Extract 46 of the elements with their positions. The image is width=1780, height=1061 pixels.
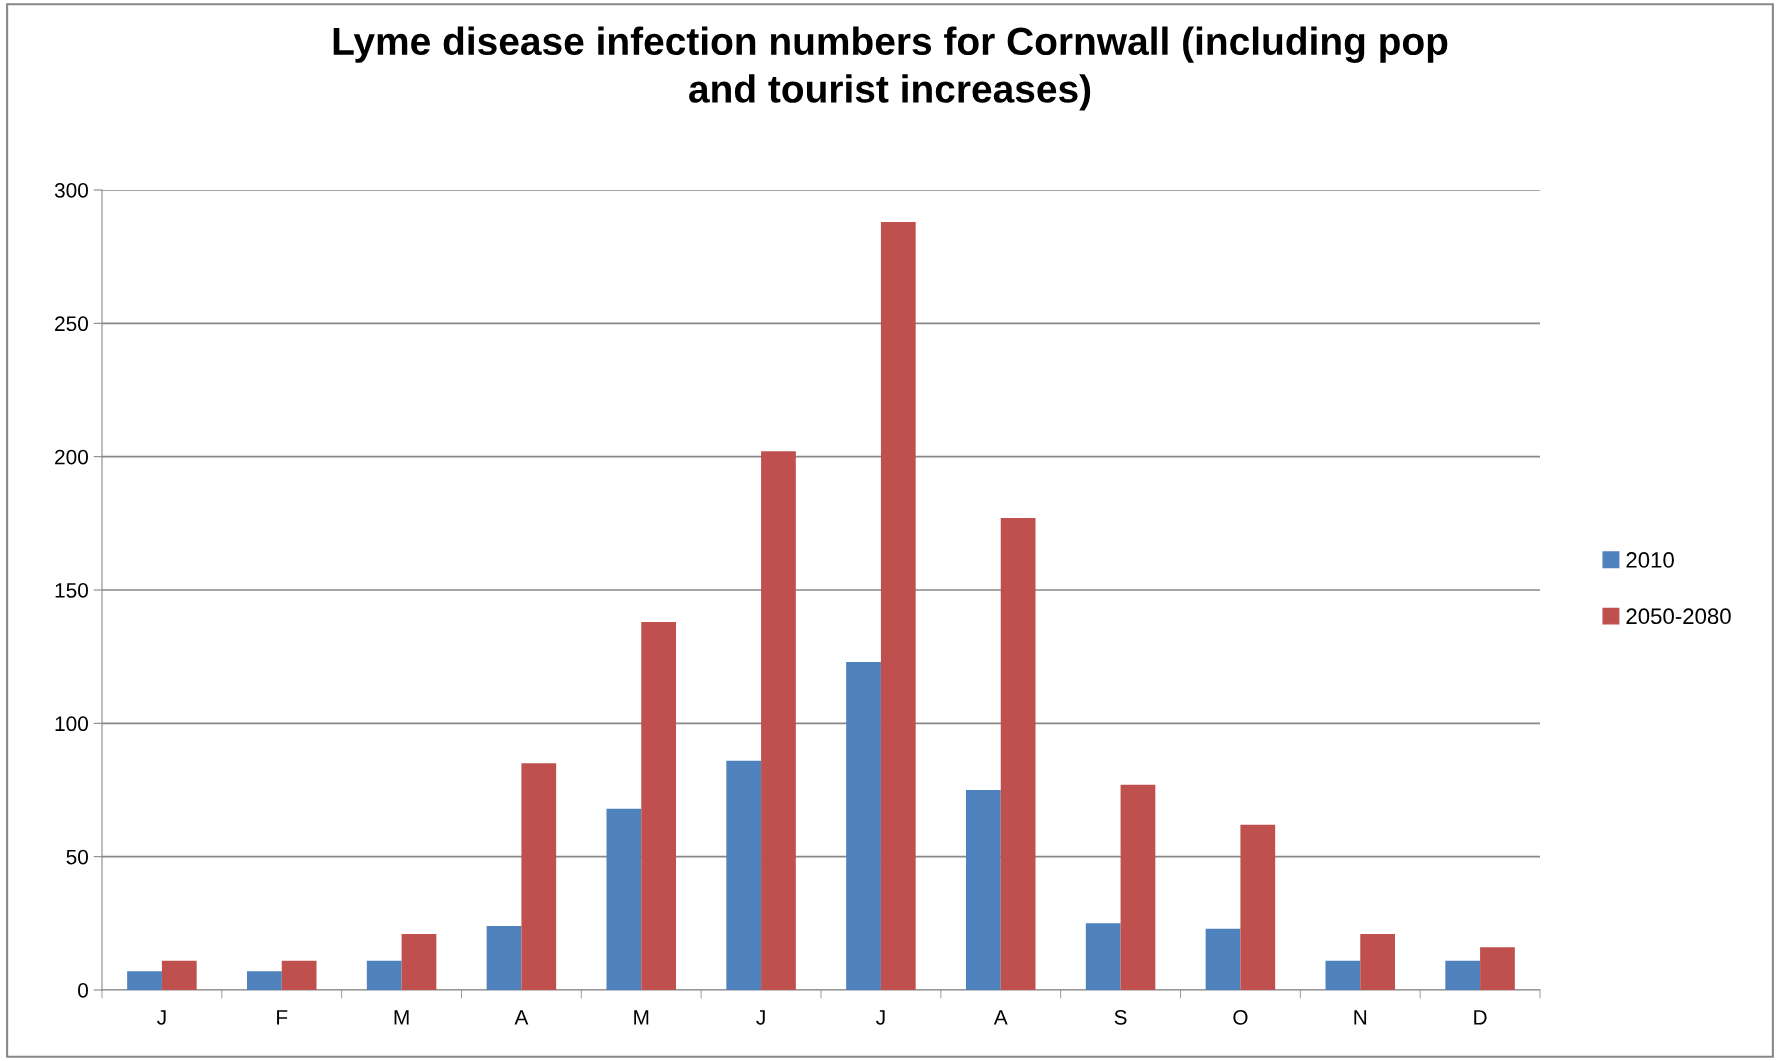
bar — [366, 960, 402, 990]
y-tick-label: 300 — [54, 183, 88, 198]
bar — [127, 971, 162, 990]
y-tick-label: 0 — [78, 983, 88, 998]
y-tick-label: 100 — [55, 716, 88, 732]
bar — [1240, 824, 1276, 990]
bar — [1000, 518, 1036, 990]
legend-label: 2010 — [1626, 552, 1674, 568]
bar — [1480, 947, 1515, 990]
bar — [606, 808, 642, 990]
y-tick-label: 150 — [55, 583, 88, 598]
x-tick-label: N — [1354, 1010, 1367, 1025]
bar — [1445, 960, 1481, 990]
y-tick-label: 50 — [66, 849, 88, 865]
bar — [1360, 934, 1395, 990]
chart-title: Lyme disease infection numbers for Cornwall (including pop and tourist increases) — [333, 26, 1448, 111]
bar — [761, 451, 796, 990]
bar — [726, 760, 762, 990]
bar — [1205, 928, 1241, 990]
legend-label: 2050-2080 — [1626, 608, 1731, 625]
bar — [161, 960, 197, 990]
bar — [1120, 784, 1156, 990]
bar — [1325, 960, 1361, 990]
x-tick-label: M — [394, 1010, 409, 1025]
bar — [247, 971, 282, 990]
x-tick-label: F — [277, 1010, 288, 1025]
x-tick-label: M — [634, 1010, 649, 1025]
bar — [281, 960, 317, 990]
x-tick-label: D — [1474, 1010, 1487, 1025]
bar — [486, 926, 522, 990]
x-tick-label: S — [1114, 1009, 1127, 1025]
bar — [966, 790, 1001, 990]
bar — [846, 662, 881, 990]
bar — [1085, 923, 1121, 990]
x-tick-label: A — [993, 1010, 1008, 1025]
bar — [401, 934, 437, 990]
x-tick-label: J — [756, 1010, 765, 1025]
x-tick-label: J — [876, 1010, 885, 1025]
y-tick-label: 200 — [55, 449, 88, 465]
x-tick-label: O — [1233, 1009, 1248, 1025]
bar — [641, 622, 676, 990]
x-tick-label: J — [157, 1010, 166, 1025]
y-tick-label: 250 — [55, 316, 88, 332]
bar — [880, 222, 916, 990]
bar — [521, 763, 557, 990]
x-tick-label: A — [514, 1010, 529, 1025]
